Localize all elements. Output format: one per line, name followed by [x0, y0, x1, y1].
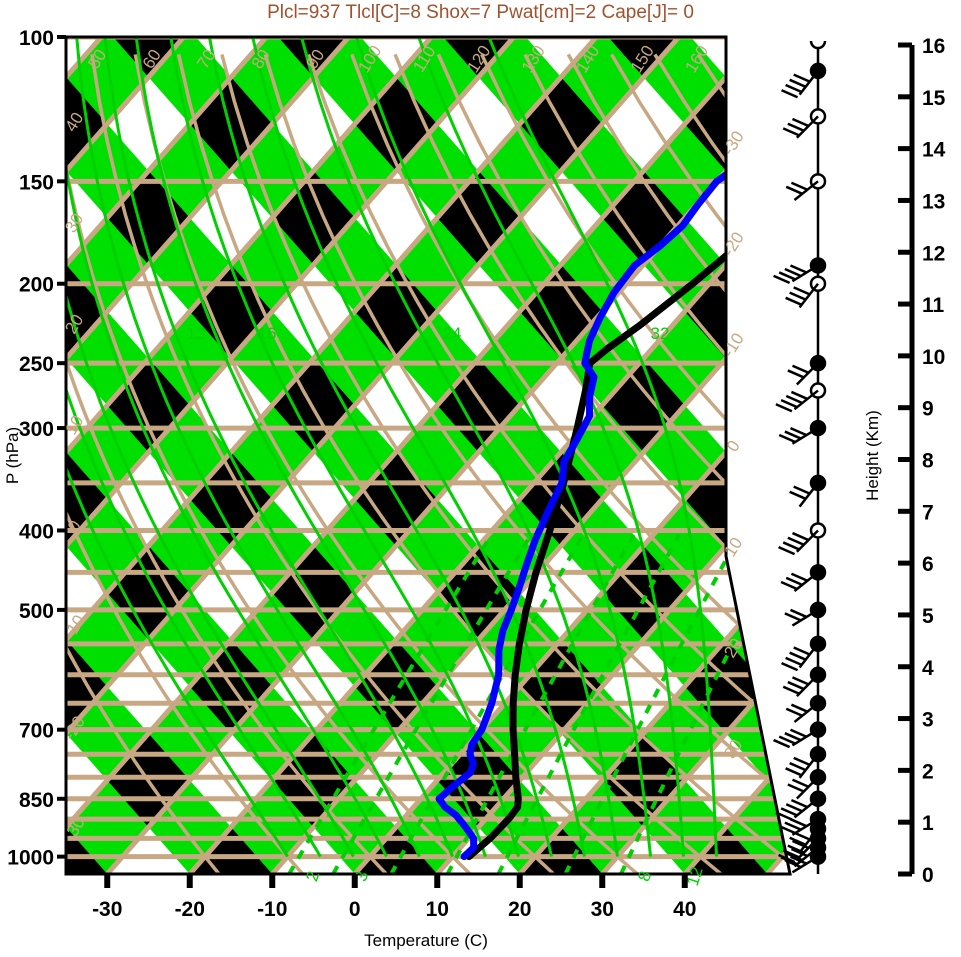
- svg-text:8: 8: [922, 450, 934, 473]
- moist-adiabat-lines: [66, 37, 718, 858]
- plot-frame: [64, 35, 792, 876]
- svg-text:8: 8: [634, 869, 655, 884]
- svg-text:32: 32: [651, 324, 670, 343]
- svg-text:3: 3: [922, 709, 934, 732]
- svg-text:10: 10: [922, 346, 945, 369]
- svg-text:15: 15: [922, 87, 946, 110]
- svg-text:Height (Km): Height (Km): [863, 410, 882, 501]
- wind-barb-column: [773, 40, 827, 874]
- svg-text:11: 11: [922, 294, 945, 317]
- svg-text:2: 2: [302, 869, 323, 884]
- svg-text:0: 0: [922, 864, 934, 887]
- svg-text:10: 10: [426, 898, 449, 921]
- svg-text:850: 850: [19, 789, 54, 812]
- svg-text:2: 2: [922, 760, 934, 783]
- svg-text:-30: -30: [92, 898, 122, 921]
- svg-text:Temperature (C): Temperature (C): [364, 931, 488, 950]
- axis-ticks-and-labels: -30 -20 -10 0 10 20 30 40 Temperature (C) 100 150 2…: [3, 27, 696, 950]
- svg-text:12: 12: [683, 864, 707, 888]
- svg-text:13: 13: [922, 190, 945, 213]
- svg-text:250: 250: [19, 353, 54, 376]
- svg-text:5: 5: [922, 605, 934, 628]
- svg-text:20: 20: [508, 898, 531, 921]
- svg-text:700: 700: [19, 720, 54, 743]
- svg-text:300: 300: [19, 418, 54, 441]
- svg-text:-10: -10: [257, 898, 287, 921]
- svg-text:4: 4: [922, 657, 934, 680]
- svg-text:24: 24: [443, 324, 462, 343]
- svg-text:200: 200: [19, 274, 54, 297]
- chart-title: Plcl=937 Tlcl[C]=8 Shox=7 Pwat[cm]=2 Cap…: [267, 2, 694, 23]
- svg-text:1: 1: [922, 812, 934, 835]
- svg-text:16: 16: [258, 324, 277, 343]
- svg-text:16: 16: [922, 35, 945, 58]
- svg-text:14: 14: [922, 139, 946, 162]
- svg-text:12: 12: [922, 242, 945, 265]
- svg-text:30: 30: [591, 898, 614, 921]
- svg-text:7: 7: [922, 501, 934, 524]
- svg-text:9: 9: [922, 398, 934, 421]
- svg-text:1000: 1000: [7, 847, 54, 870]
- svg-text:40: 40: [673, 898, 696, 921]
- svg-text:6: 6: [922, 553, 934, 576]
- sounding-profiles: [435, 67, 790, 861]
- svg-text:-20: -20: [175, 898, 205, 921]
- svg-text:400: 400: [19, 520, 54, 543]
- svg-text:0: 0: [349, 898, 361, 921]
- svg-text:500: 500: [19, 600, 54, 623]
- svg-text:P (hPa): P (hPa): [3, 427, 22, 484]
- svg-text:12: 12: [187, 324, 206, 343]
- svg-text:100: 100: [19, 27, 54, 50]
- mixing-ratio-lines: [287, 533, 790, 874]
- svg-text:150: 150: [19, 171, 54, 194]
